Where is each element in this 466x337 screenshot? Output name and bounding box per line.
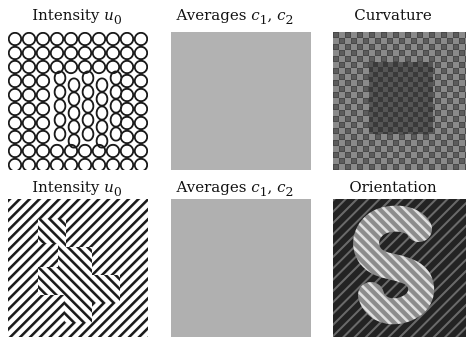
panel-averages-row1 xyxy=(171,32,311,170)
caption-curvature: Curvature xyxy=(354,6,432,24)
caption-text: Intensity xyxy=(32,178,100,196)
panel-averages-row2 xyxy=(171,199,311,337)
caption-subscript: 1 xyxy=(259,184,268,199)
caption-text: Averages xyxy=(176,6,247,24)
caption-subscript: 2 xyxy=(285,184,294,199)
caption-text: Averages xyxy=(176,178,247,196)
caption-orientation: Orientation xyxy=(349,178,437,196)
caption-averages-row2: Averages c1, c2 xyxy=(160,178,310,201)
caption-symbol: u xyxy=(104,178,114,196)
panel-orientation xyxy=(333,199,466,337)
caption-symbol: c xyxy=(277,178,286,196)
caption-symbol: c xyxy=(251,6,260,24)
caption-subscript: 1 xyxy=(259,12,268,27)
caption-intensity-row1: Intensity u0 xyxy=(2,6,152,29)
caption-subscript: 0 xyxy=(113,12,122,27)
caption-symbol: c xyxy=(277,6,286,24)
caption-separator: , xyxy=(267,178,278,196)
panel-intensity-stripes xyxy=(8,199,148,337)
panel-curvature xyxy=(333,32,466,170)
caption-subscript: 0 xyxy=(113,184,122,199)
caption-separator: , xyxy=(267,6,278,24)
panel-intensity-circles xyxy=(8,32,148,170)
caption-symbol: c xyxy=(251,178,260,196)
caption-text: Intensity xyxy=(32,6,100,24)
caption-intensity-row2: Intensity u0 xyxy=(2,178,152,201)
caption-symbol: u xyxy=(104,6,114,24)
caption-averages-row1: Averages c1, c2 xyxy=(160,6,310,29)
caption-subscript: 2 xyxy=(285,12,294,27)
